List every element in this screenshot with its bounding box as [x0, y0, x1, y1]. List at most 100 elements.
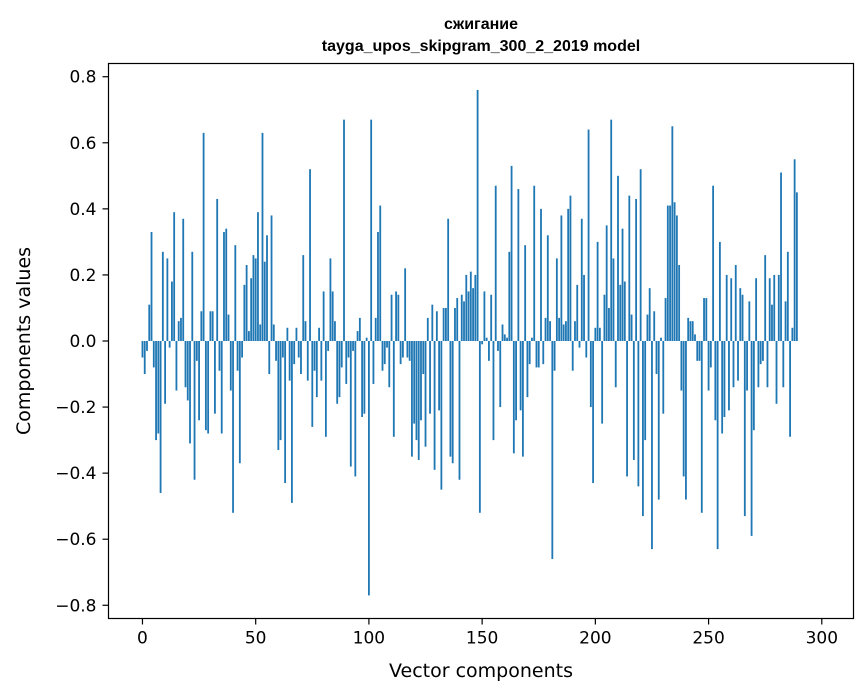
- bar: [571, 341, 574, 371]
- bar: [646, 314, 649, 341]
- bar: [320, 341, 323, 381]
- bar: [510, 165, 513, 341]
- x-tick-label: 200: [579, 629, 611, 649]
- bar: [263, 261, 266, 341]
- bar: [435, 311, 438, 341]
- bar: [519, 341, 522, 411]
- bar: [234, 245, 237, 341]
- bar: [247, 331, 250, 341]
- bar: [454, 307, 456, 341]
- bar: [617, 175, 619, 341]
- bar: [216, 198, 219, 341]
- bar: [691, 321, 694, 341]
- bar: [594, 327, 597, 341]
- x-tick-label: 0: [137, 629, 148, 649]
- bar: [673, 202, 676, 341]
- bar: [560, 215, 563, 341]
- bar: [655, 341, 658, 375]
- bar: [300, 341, 302, 375]
- bar: [191, 251, 194, 341]
- bar: [732, 341, 735, 388]
- bar: [354, 341, 357, 477]
- y-tick-label: 0.6: [69, 134, 96, 154]
- bar: [368, 341, 370, 596]
- bar: [379, 205, 382, 341]
- bar: [598, 327, 601, 341]
- bar: [250, 278, 253, 341]
- bar: [304, 321, 307, 341]
- bar: [297, 341, 300, 358]
- bar: [544, 317, 547, 342]
- bar: [150, 231, 153, 341]
- bar: [386, 341, 388, 348]
- bar: [173, 212, 176, 341]
- bar: [189, 341, 191, 444]
- bar: [657, 341, 660, 500]
- bar: [795, 192, 798, 341]
- bar: [168, 341, 171, 348]
- bar: [585, 341, 588, 358]
- bar: [478, 341, 481, 513]
- bar: [768, 278, 771, 341]
- bar: [171, 281, 173, 341]
- bar: [218, 341, 221, 371]
- bar: [426, 317, 429, 342]
- bar: [675, 215, 678, 341]
- bar: [494, 185, 497, 341]
- bar: [272, 324, 275, 341]
- bar: [143, 341, 146, 375]
- bar: [528, 341, 531, 365]
- bar: [424, 341, 427, 447]
- bar: [329, 258, 332, 341]
- bar: [377, 231, 379, 341]
- bar: [225, 228, 228, 341]
- bar: [734, 265, 737, 341]
- bar: [433, 341, 436, 470]
- bar: [531, 337, 533, 341]
- bar: [266, 235, 268, 341]
- bar: [399, 341, 402, 365]
- bar: [533, 185, 536, 341]
- x-axis-label: Vector components: [389, 660, 573, 682]
- bar: [406, 341, 409, 358]
- bar: [517, 189, 520, 341]
- x-tick-label: 100: [353, 629, 385, 649]
- bar: [648, 288, 651, 341]
- bar: [721, 341, 724, 434]
- bar: [458, 341, 461, 480]
- bar: [555, 258, 558, 341]
- bar: [748, 301, 751, 341]
- bar: [700, 341, 703, 513]
- bar: [680, 341, 683, 391]
- bar: [664, 298, 667, 341]
- bar: [291, 341, 293, 503]
- bar: [757, 341, 760, 388]
- x-axis-ticks: 0 50 100 150 200 250 300: [137, 618, 838, 649]
- bar: [696, 341, 699, 361]
- bar: [474, 274, 477, 341]
- bar: [388, 341, 391, 388]
- bar: [284, 341, 287, 484]
- bar: [309, 169, 311, 341]
- x-tick-label: 150: [466, 629, 498, 649]
- bar: [245, 265, 248, 341]
- bar: [155, 341, 157, 441]
- bar: [737, 341, 739, 381]
- bar: [562, 324, 565, 341]
- bar: [315, 341, 318, 398]
- bar: [200, 311, 203, 341]
- bar: [467, 291, 470, 341]
- bar: [456, 298, 459, 341]
- bar: [583, 274, 585, 341]
- bar: [322, 291, 325, 341]
- bar: [705, 298, 708, 341]
- bar: [438, 341, 441, 411]
- bar: [614, 341, 617, 388]
- bar: [628, 195, 631, 341]
- bar: [574, 321, 576, 341]
- bar: [596, 241, 599, 341]
- bar: [257, 212, 259, 341]
- bar: [549, 321, 551, 341]
- bar: [270, 215, 273, 341]
